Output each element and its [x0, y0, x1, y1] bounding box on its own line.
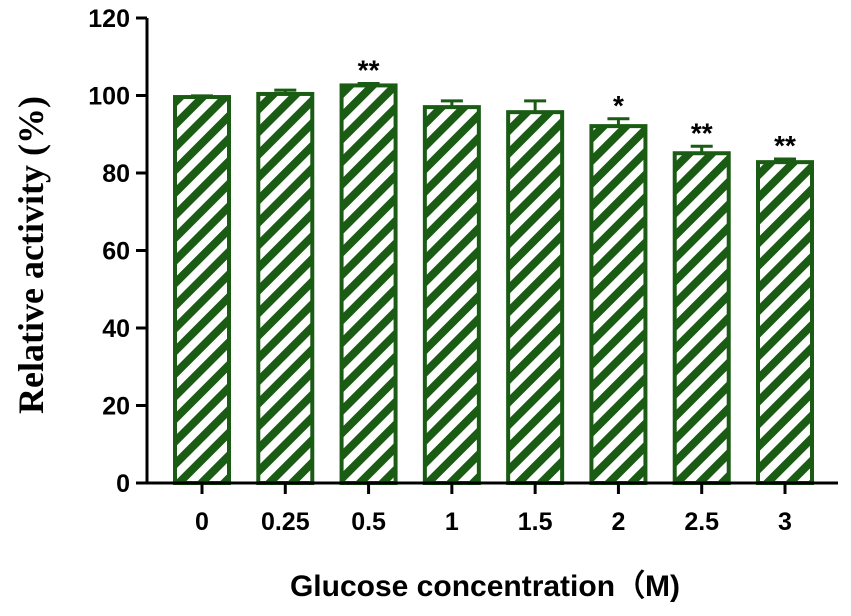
significance-label-3: **	[774, 130, 796, 161]
y-tick-label-0: 0	[116, 470, 130, 498]
bar-2	[589, 124, 648, 486]
x-tick-label-2.5: 2.5	[684, 508, 719, 536]
x-tick-label-2: 2	[611, 508, 625, 536]
bar-0	[173, 95, 231, 486]
x-axis-title: Glucose concentration（M)	[290, 569, 680, 603]
y-tick-label-60: 60	[102, 238, 130, 266]
y-tick-label-120: 120	[88, 5, 130, 33]
x-tick-label-1.5: 1.5	[518, 508, 553, 536]
significance-label-0.5: **	[358, 54, 380, 85]
x-tick-label-3: 3	[778, 508, 792, 536]
bar-0.5	[339, 83, 398, 486]
significance-label-2.5: **	[691, 117, 713, 148]
bar-0.25	[256, 91, 315, 485]
axes: 0 0.25 0.5 1 1.5 2 2.5 3 0 20 40 60 80 100 120	[88, 5, 838, 536]
x-tick-label-0.25: 0.25	[261, 508, 310, 536]
bars: ***** **	[173, 54, 814, 486]
y-tick-label-100: 100	[88, 83, 130, 111]
significance-label-2: *	[613, 90, 624, 121]
x-tick-label-0.5: 0.5	[351, 508, 386, 536]
bar-1	[422, 105, 481, 485]
y-axis-title: Relative activity (%)	[11, 96, 51, 414]
y-tick-label-40: 40	[102, 315, 130, 343]
x-tick-label-1: 1	[445, 508, 459, 536]
x-tick-label-0: 0	[195, 508, 209, 536]
bar-2.5	[672, 151, 731, 486]
y-tick-label-20: 20	[102, 393, 130, 421]
y-tick-label-80: 80	[102, 160, 130, 188]
bar-1.5	[506, 110, 565, 485]
bar-3	[756, 160, 814, 485]
